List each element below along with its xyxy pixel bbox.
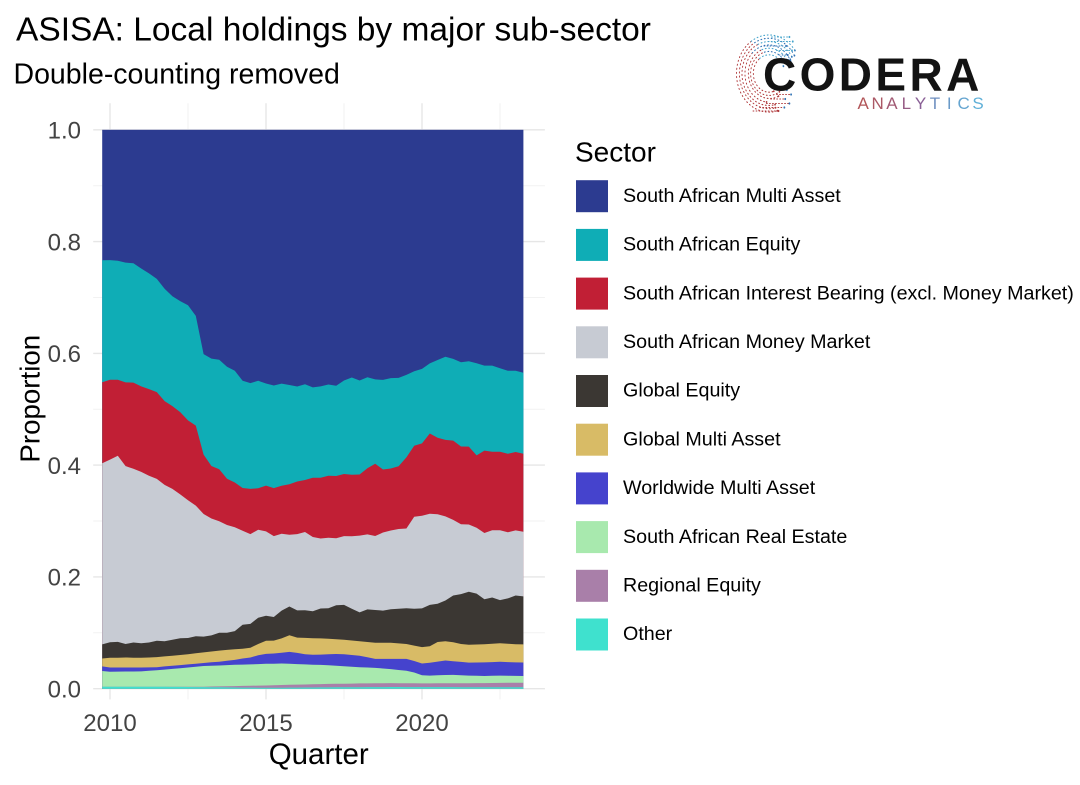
svg-text:2020: 2020 (395, 710, 448, 737)
svg-text:South African Multi Asset: South African Multi Asset (623, 185, 841, 207)
svg-text:0.2: 0.2 (48, 565, 81, 592)
svg-text:South African Money Market: South African Money Market (623, 331, 871, 353)
svg-text:0.0: 0.0 (48, 676, 81, 703)
svg-text:T: T (930, 94, 940, 113)
svg-text:0.8: 0.8 (48, 229, 81, 256)
svg-text:Sector: Sector (575, 137, 656, 168)
svg-text:South African Equity: South African Equity (623, 234, 800, 256)
svg-text:Quarter: Quarter (269, 738, 369, 771)
svg-text:I: I (947, 94, 952, 113)
svg-text:A: A (858, 94, 870, 113)
svg-text:Global Multi Asset: Global Multi Asset (623, 428, 781, 450)
svg-text:CODERA: CODERA (763, 49, 983, 101)
svg-text:0.6: 0.6 (48, 341, 81, 368)
svg-text:1.0: 1.0 (48, 118, 81, 145)
svg-text:South African Interest Bearing: South African Interest Bearing (excl. Mo… (623, 282, 1074, 304)
svg-text:0.4: 0.4 (48, 453, 81, 480)
svg-text:N: N (871, 94, 883, 113)
svg-text:S: S (972, 94, 983, 113)
svg-text:Double-counting removed: Double-counting removed (14, 58, 340, 90)
svg-text:Regional Equity: Regional Equity (623, 575, 761, 597)
svg-text:Worldwide Multi Asset: Worldwide Multi Asset (623, 477, 816, 499)
svg-text:Global Equity: Global Equity (623, 380, 740, 402)
svg-text:Other: Other (623, 623, 673, 645)
svg-text:ASISA: Local holdings by major: ASISA: Local holdings by major sub-secto… (16, 12, 651, 49)
svg-text:A: A (886, 94, 898, 113)
svg-text:South African Real Estate: South African Real Estate (623, 526, 847, 548)
svg-text:Y: Y (915, 94, 926, 113)
svg-text:2015: 2015 (239, 710, 292, 737)
svg-text:C: C (958, 94, 970, 113)
svg-text:L: L (902, 94, 911, 113)
svg-text:Proportion: Proportion (14, 335, 45, 463)
svg-text:2010: 2010 (83, 710, 136, 737)
